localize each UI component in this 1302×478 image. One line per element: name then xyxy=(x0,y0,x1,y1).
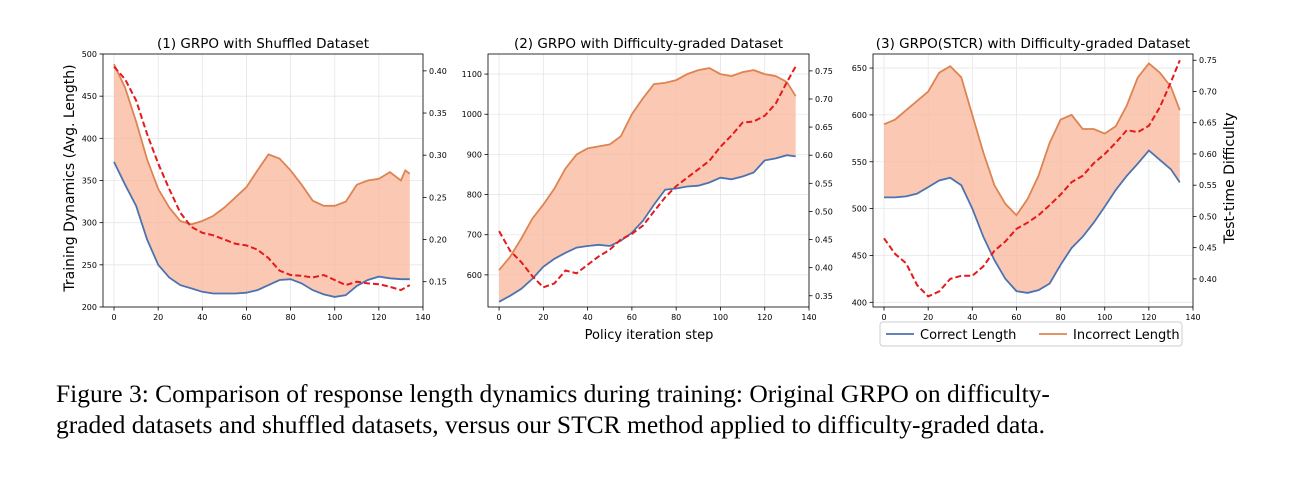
series-correct-length xyxy=(113,161,410,298)
series-test-time-difficulty xyxy=(113,65,411,292)
x-tick-label: 80 xyxy=(1055,313,1065,322)
y-tick-label: 900 xyxy=(467,150,482,159)
y-tick-label: 400 xyxy=(852,298,867,307)
y2-tick-label: 0.55 xyxy=(815,179,833,188)
chart-panel-stcr: 0 20 40 60 80 100 120 140 400 450 500 550 600 650 0.40… xyxy=(852,36,1217,322)
y-tick-label: 250 xyxy=(82,261,97,270)
x-tick-label: 140 xyxy=(1185,313,1200,322)
y-tick-label: 550 xyxy=(852,158,867,167)
chart-title: (3) GRPO(STCR) with Difficulty-graded Da… xyxy=(876,36,1190,52)
y2-tick-label: 0.25 xyxy=(429,193,447,202)
x-tick-label: 140 xyxy=(801,313,816,322)
y-tick-label: 500 xyxy=(852,205,867,214)
x-tick-label: 60 xyxy=(241,313,251,322)
y2-tick-label: 0.35 xyxy=(429,109,447,118)
y-tick-label: 200 xyxy=(82,303,97,312)
series-correct-length xyxy=(498,154,796,303)
x-tick-label: 20 xyxy=(153,313,163,322)
y2-tick-label: 0.75 xyxy=(815,67,833,76)
figure-canvas: 0 20 40 60 80 100 120 1402002503003504004505000… xyxy=(62,36,1238,347)
y-tick-label: 450 xyxy=(852,251,867,260)
series-test-time-difficulty xyxy=(498,65,797,289)
y-tick-label: 700 xyxy=(467,231,482,240)
y2-tick-label: 0.75 xyxy=(1199,56,1217,65)
series-correct-length xyxy=(884,149,1181,294)
y-tick-label: 800 xyxy=(467,191,482,200)
right-y-axis-label: Test-time Difficulty xyxy=(1222,112,1238,244)
plot-frame xyxy=(487,53,810,308)
length-gap-band xyxy=(884,63,1180,293)
y-tick-label: 450 xyxy=(82,92,97,101)
series-incorrect-length xyxy=(883,62,1181,217)
plot-frame xyxy=(872,53,1194,308)
y2-tick-label: 0.70 xyxy=(1199,87,1217,96)
x-tick-label: 100 xyxy=(713,313,728,322)
x-tick-label: 40 xyxy=(197,313,207,322)
y2-tick-label: 0.65 xyxy=(1199,119,1217,128)
y2-tick-label: 0.45 xyxy=(815,236,833,245)
chart-panel-difficulty-graded: 0 20 40 60 80 100 120 140 600 700 800 900 1000 1100 0.… xyxy=(462,36,833,322)
y2-tick-label: 0.50 xyxy=(815,207,833,216)
y-tick-label: 400 xyxy=(82,134,97,143)
y2-tick-label: 0.40 xyxy=(1199,275,1217,284)
y2-tick-label: 0.15 xyxy=(429,278,447,287)
x-tick-label: 0 xyxy=(881,313,886,322)
x-tick-label: 100 xyxy=(327,313,342,322)
x-tick-label: 80 xyxy=(671,313,681,322)
y-tick-label: 1000 xyxy=(462,110,482,119)
y-tick-label: 650 xyxy=(852,64,867,73)
series-incorrect-length xyxy=(498,67,797,271)
y2-tick-label: 0.40 xyxy=(815,264,833,273)
x-tick-label: 20 xyxy=(538,313,548,322)
chart-title: (1) GRPO with Shuffled Dataset xyxy=(157,36,369,52)
y2-tick-label: 0.60 xyxy=(1199,150,1217,159)
caption-line-1: Figure 3: Comparison of response length … xyxy=(56,379,1050,408)
x-tick-label: 140 xyxy=(415,313,430,322)
series-incorrect-length xyxy=(113,63,411,226)
x-tick-label: 0 xyxy=(497,313,502,322)
legend-correct-label: Correct Length xyxy=(920,328,1016,343)
y2-tick-label: 0.55 xyxy=(1199,181,1217,190)
legend: Correct Length Incorrect Length xyxy=(879,321,1183,347)
figure-caption: Figure 3: Comparison of response length … xyxy=(56,378,1256,440)
y2-tick-label: 0.45 xyxy=(1199,244,1217,253)
x-tick-label: 0 xyxy=(111,313,116,322)
chart-panel-shuffled: 0 20 40 60 80 100 120 140 200 250 300 350 400 450 500 0… xyxy=(82,36,447,322)
shared-x-axis-label: Policy iteration step xyxy=(585,328,714,343)
length-gap-band xyxy=(499,68,796,302)
x-tick-label: 40 xyxy=(967,313,977,322)
legend-frame xyxy=(879,321,1183,347)
y2-tick-label: 0.70 xyxy=(815,95,833,104)
y2-tick-label: 0.40 xyxy=(429,67,447,76)
x-tick-label: 60 xyxy=(1011,313,1021,322)
x-tick-label: 120 xyxy=(1141,313,1156,322)
y2-tick-label: 0.50 xyxy=(1199,212,1217,221)
x-tick-label: 20 xyxy=(923,313,933,322)
x-tick-label: 60 xyxy=(627,313,637,322)
x-tick-label: 120 xyxy=(371,313,386,322)
y-tick-label: 300 xyxy=(82,219,97,228)
x-tick-label: 40 xyxy=(583,313,593,322)
y2-tick-label: 0.20 xyxy=(429,236,447,245)
x-tick-label: 80 xyxy=(285,313,295,322)
y-tick-label: 500 xyxy=(82,50,97,59)
shared-y-axis-label: Training Dynamics (Avg. Length) xyxy=(62,64,78,292)
y-tick-label: 1100 xyxy=(462,70,482,79)
caption-line-2: graded datasets and shuffled datasets, v… xyxy=(56,410,1046,439)
x-tick-label: 100 xyxy=(1097,313,1112,322)
y-tick-label: 350 xyxy=(82,177,97,186)
y2-tick-label: 0.35 xyxy=(815,292,833,301)
y-tick-label: 600 xyxy=(852,111,867,120)
y2-tick-label: 0.30 xyxy=(429,151,447,160)
y2-tick-label: 0.65 xyxy=(815,123,833,132)
chart-title: (2) GRPO with Difficulty-graded Dataset xyxy=(514,36,783,52)
x-tick-label: 120 xyxy=(757,313,772,322)
legend-incorrect-label: Incorrect Length xyxy=(1073,328,1180,343)
series-test-time-difficulty xyxy=(883,59,1181,298)
y2-tick-label: 0.60 xyxy=(815,151,833,160)
length-gap-band xyxy=(114,64,410,297)
y-tick-label: 600 xyxy=(467,271,482,280)
